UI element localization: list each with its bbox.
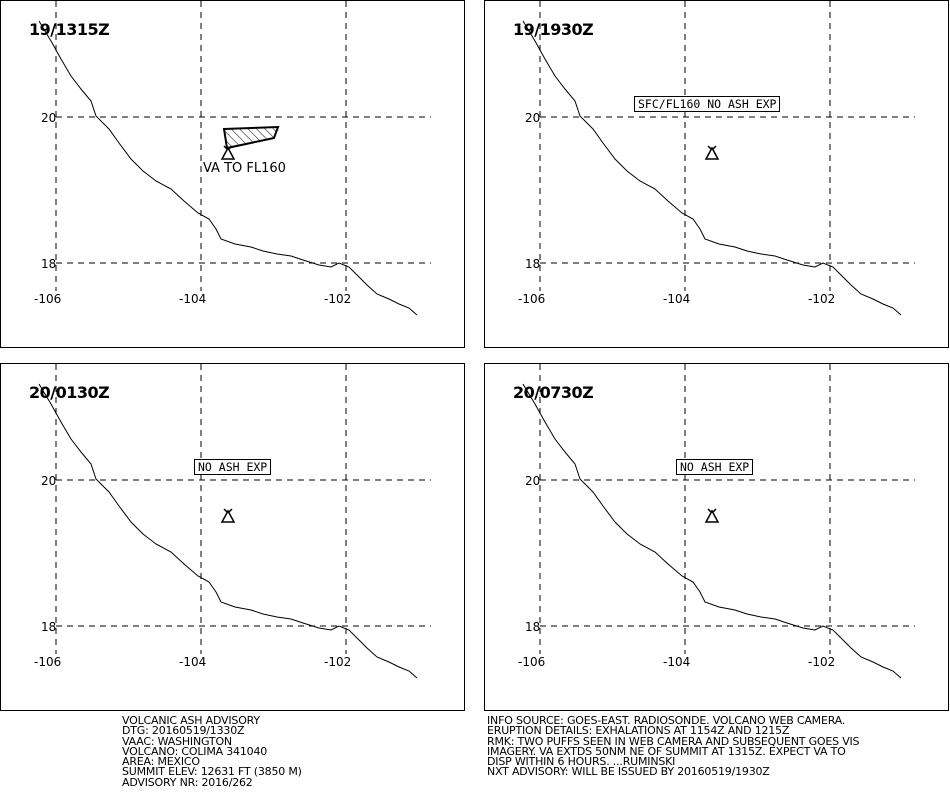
- lat-label-18: 18: [41, 620, 56, 634]
- lon-label-102: -102: [324, 292, 351, 306]
- map-canvas-4: 20 18 -106 -104 -102: [518, 364, 915, 679]
- map-canvas-2: 20 18 -106 -104 -102: [518, 1, 915, 316]
- advisory-line: DISP WITHIN 6 HOURS. ...RUMINSKI: [487, 755, 676, 769]
- coastline: [38, 20, 418, 316]
- lon-label-106: -106: [518, 655, 545, 669]
- map-panel-1: 20 18 -106 -104 -102 19/1315Z VA TO FL16…: [0, 0, 465, 348]
- advisory-line: ADVISORY NR: 2016/262: [122, 775, 253, 789]
- lat-label-20: 20: [41, 474, 56, 488]
- volcano-icon: [220, 145, 236, 160]
- lat-label-20: 20: [525, 474, 540, 488]
- volcano-icon: [704, 508, 720, 523]
- ash-polygon: [222, 125, 280, 150]
- panel-time: 20/0730Z: [513, 383, 594, 402]
- lon-label-106: -106: [34, 655, 61, 669]
- lon-label-106: -106: [518, 292, 545, 306]
- lat-label-18: 18: [525, 257, 540, 271]
- coastline: [522, 20, 902, 316]
- lat-label-20: 20: [525, 111, 540, 125]
- advisory-line: SUMMIT ELEV: 12631 FT (3850 M): [122, 765, 302, 779]
- map-panel-2: 20 18 -106 -104 -102 19/1930Z SFC/FL160 …: [484, 0, 949, 348]
- advisory-line: RMK: TWO PUFFS SEEN IN WEB CAMERA AND SU…: [487, 734, 860, 748]
- advisory-line: ERUPTION DETAILS: EXHALATIONS AT 1154Z A…: [487, 724, 790, 738]
- forecast-label: NO ASH EXP: [676, 459, 754, 475]
- advisory-line: IMAGERY. VA EXTDS 50NM NE OF SUMMIT AT 1…: [487, 744, 846, 758]
- lat-label-18: 18: [525, 620, 540, 634]
- lon-label-102: -102: [808, 655, 835, 669]
- grid-lines: [539, 1, 915, 291]
- lon-label-102: -102: [808, 292, 835, 306]
- advisory-line: VAAC: WASHINGTON: [122, 734, 232, 748]
- lon-label-104: -104: [663, 292, 690, 306]
- map-canvas-1: 20 18 -106 -104 -102: [34, 1, 431, 316]
- panel-time: 20/0130Z: [29, 383, 110, 402]
- grid-lines: [55, 364, 431, 654]
- advisory-line: AREA: MEXICO: [122, 755, 200, 769]
- ash-label: VA TO FL160: [203, 161, 286, 176]
- advisory-line: INFO SOURCE: GOES-EAST. RADIOSONDE. VOLC…: [487, 714, 846, 727]
- grid-lines: [539, 364, 915, 654]
- advisory-line: NXT ADVISORY: WILL BE ISSUED BY 20160519…: [487, 765, 770, 779]
- map-canvas-3: 20 18 -106 -104 -102: [34, 364, 431, 679]
- forecast-label: NO ASH EXP: [194, 459, 272, 475]
- volcano-icon: [704, 145, 720, 160]
- advisory-line: VOLCANO: COLIMA 341040: [122, 744, 268, 758]
- forecast-label: SFC/FL160 NO ASH EXP: [634, 96, 781, 112]
- grid-lines: [55, 1, 431, 291]
- panel-time: 19/1315Z: [29, 20, 110, 39]
- advisory-header-block: VOLCANIC ASH ADVISORY DTG: 20160519/1330…: [122, 714, 302, 789]
- panel-time: 19/1930Z: [513, 20, 594, 39]
- lon-label-104: -104: [663, 655, 690, 669]
- lon-label-106: -106: [34, 292, 61, 306]
- lat-label-20: 20: [41, 111, 56, 125]
- coastline: [38, 383, 418, 679]
- lat-label-18: 18: [41, 257, 56, 271]
- volcano-icon: [220, 508, 236, 523]
- lon-label-104: -104: [179, 655, 206, 669]
- advisory-line: VOLCANIC ASH ADVISORY: [122, 714, 260, 727]
- map-panel-4: 20 18 -106 -104 -102 20/0730Z NO ASH EXP: [484, 363, 949, 711]
- advisory-line: DTG: 20160519/1330Z: [122, 724, 245, 738]
- lon-label-104: -104: [179, 292, 206, 306]
- advisory-details-block: INFO SOURCE: GOES-EAST. RADIOSONDE. VOLC…: [487, 714, 860, 779]
- lon-label-102: -102: [324, 655, 351, 669]
- map-panel-3: 20 18 -106 -104 -102 20/0130Z NO ASH EXP: [0, 363, 465, 711]
- coastline: [522, 383, 902, 679]
